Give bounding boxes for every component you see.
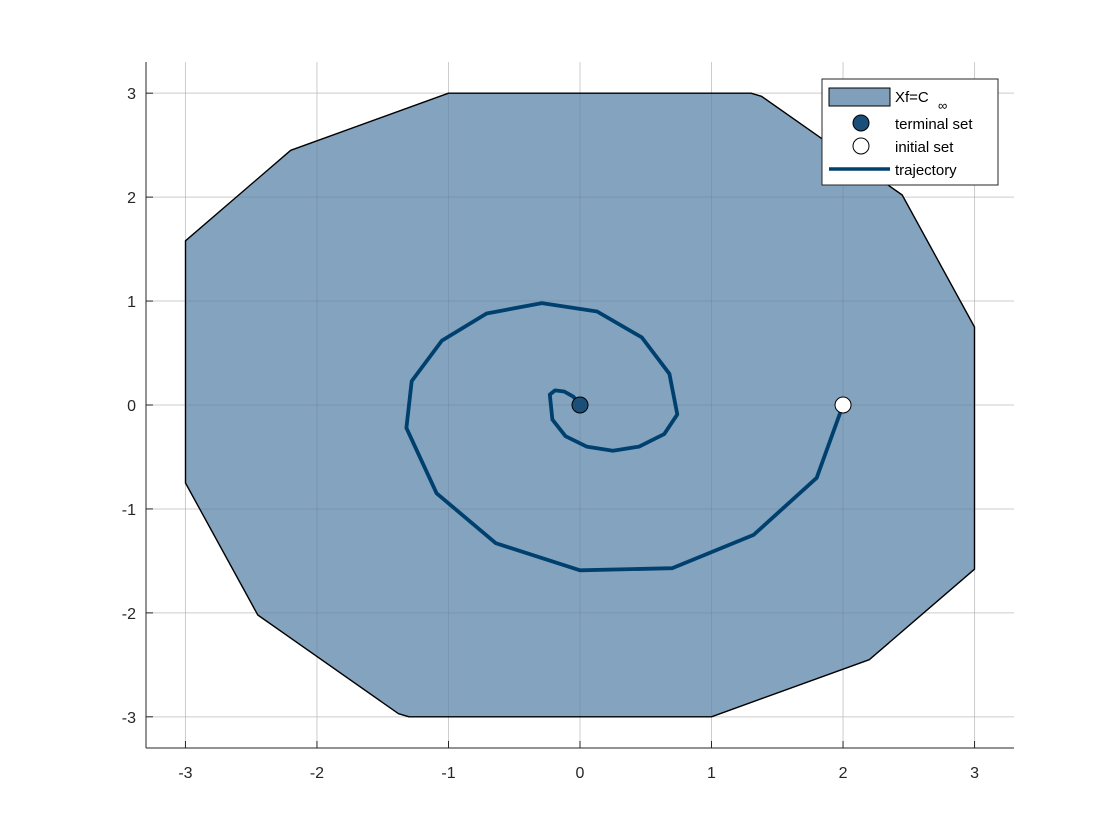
x-tick-label-0: -3 (178, 765, 192, 782)
x-tick-label-2: -1 (441, 765, 455, 782)
x-tick-label-6: 3 (970, 765, 979, 782)
y-tick-label-6: 3 (127, 86, 136, 103)
y-tick-label-3: 0 (127, 398, 136, 415)
x-tick-label-3: 0 (576, 765, 585, 782)
legend-terminal-marker (852, 114, 870, 132)
legend-region-swatch (828, 87, 891, 107)
tick-labels: -3 -2 -1 0 1 2 3 -3 -2 -1 0 1 2 3 (122, 86, 979, 782)
y-tick-label-0: -3 (122, 710, 136, 727)
y-tick-label-1: -2 (122, 606, 136, 623)
trajectory-layer (404, 301, 845, 573)
svg-text:Xf=C: Xf=C (895, 89, 929, 106)
legend-entry-initial: initial set (852, 137, 954, 156)
axes (145, 62, 1014, 749)
legend-initial-marker (852, 137, 870, 155)
x-tick-label-5: 2 (839, 765, 848, 782)
y-tick-label-5: 2 (127, 190, 136, 207)
terminal-set-marker (571, 396, 589, 414)
legend-entry-terminal: terminal set (852, 114, 973, 133)
legend-entry-trajectory: trajectory (829, 162, 957, 179)
legend-terminal-label: terminal set (895, 116, 973, 133)
legend[interactable]: Xf=C ∞ terminal set initial set trajecto… (821, 78, 999, 186)
legend-region-label: Xf=C (895, 89, 929, 106)
marker-layer (571, 396, 852, 414)
legend-entry-region: Xf=C ∞ (828, 87, 947, 113)
legend-initial-label: initial set (895, 139, 954, 156)
x-tick-label-4: 1 (707, 765, 716, 782)
y-tick-label-2: -1 (122, 502, 136, 519)
legend-region-subscript: ∞ (938, 98, 947, 113)
trajectory-line (404, 301, 845, 573)
y-tick-label-4: 1 (127, 294, 136, 311)
legend-trajectory-label: trajectory (895, 162, 957, 179)
x-tick-label-1: -2 (310, 765, 324, 782)
initial-set-marker (834, 396, 852, 414)
